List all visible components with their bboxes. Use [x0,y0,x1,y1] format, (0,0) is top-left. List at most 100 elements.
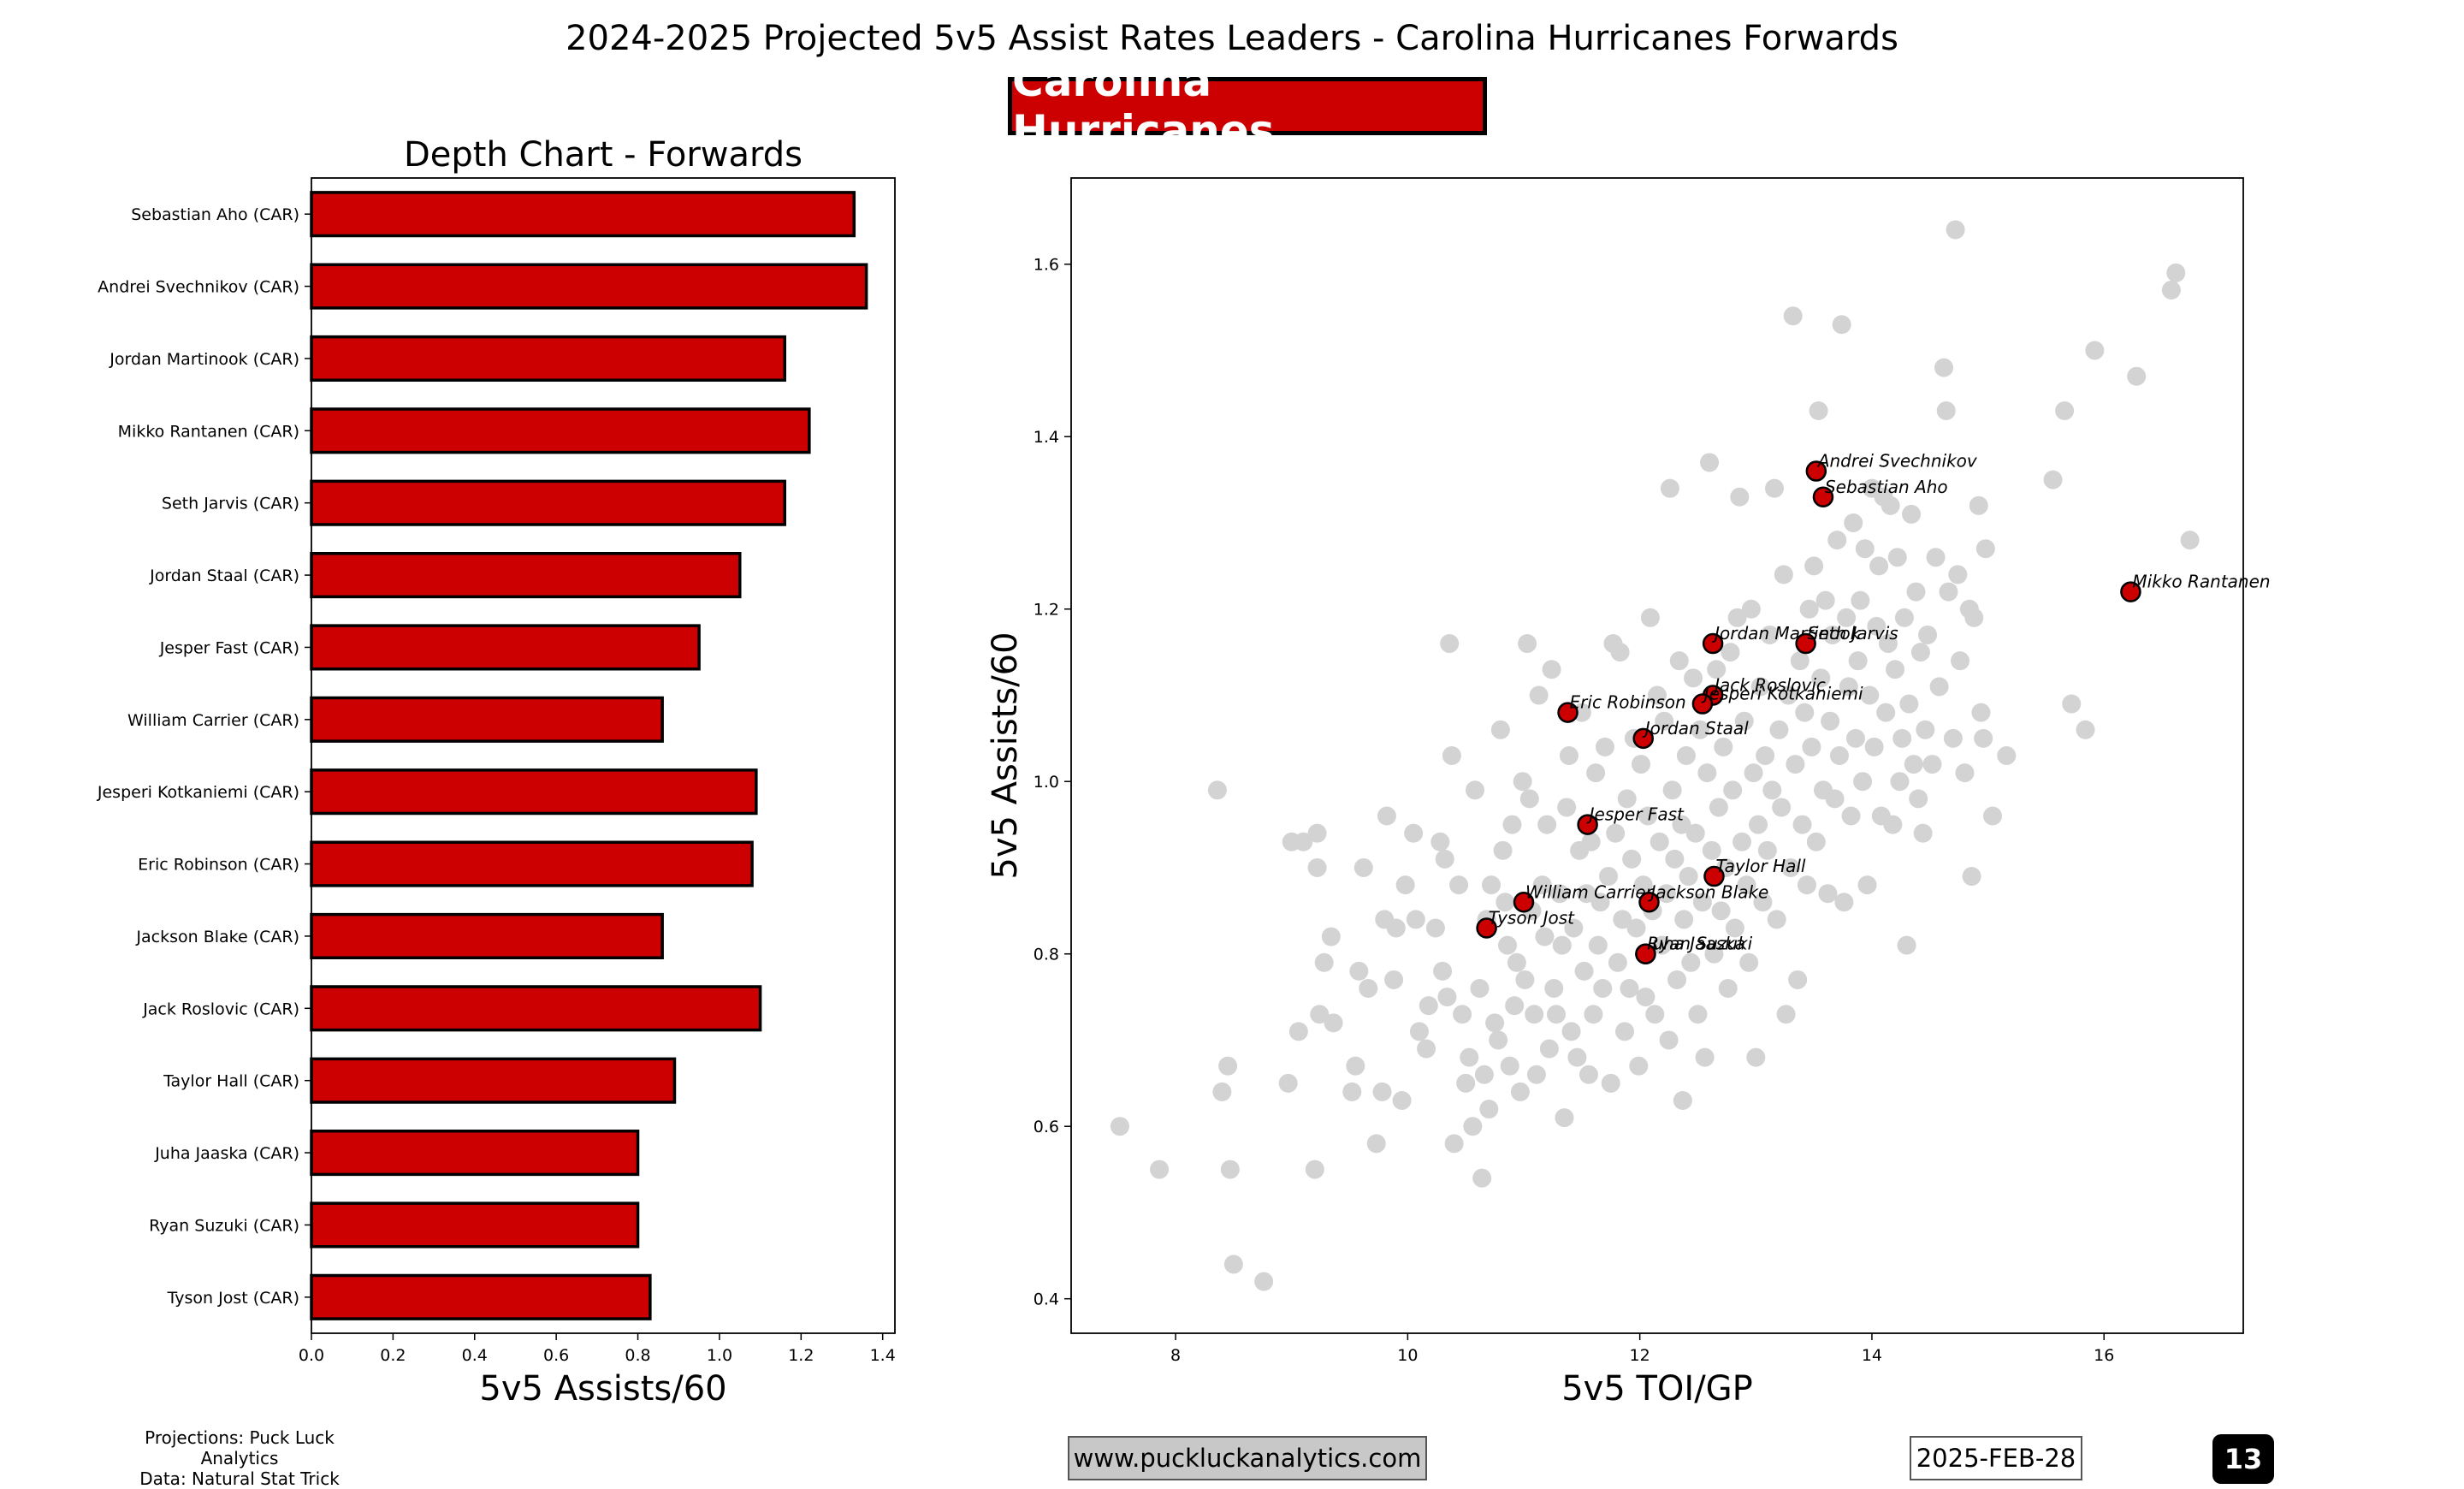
website-label: www.puckluckanalytics.com [1068,1436,1427,1480]
y-tick-label: Tyson Jost (CAR) [167,1289,299,1308]
background-point [1746,1047,1766,1067]
background-point [1626,918,1646,938]
bar [310,624,701,671]
y-tick-label: Jordan Staal (CAR) [149,567,299,585]
bar-x-axis-label: 5v5 Assists/60 [479,1369,726,1409]
background-point [1305,1160,1324,1179]
background-point [1404,823,1424,843]
background-point [1679,867,1698,887]
background-point [2166,263,2186,282]
background-point [1734,711,1754,731]
background-point [1806,832,1826,851]
highlighted-point [1638,892,1660,913]
background-point [1737,875,1756,895]
background-point [1384,970,1404,989]
background-point [1983,806,2003,826]
background-point [1207,780,1227,800]
background-point [2085,341,2105,360]
background-point [1892,728,1912,748]
background-point [1906,582,1926,602]
background-point [1867,616,1886,636]
background-point [1902,504,1922,524]
background-point [1470,979,1490,999]
background-point [1971,703,1991,722]
background-point [1811,668,1831,688]
background-point [1762,780,1782,800]
player-label: Mikko Rantanen [2132,572,2270,592]
background-point [1815,590,1835,610]
x-tick-label: 0.6 [543,1346,569,1365]
background-point [1655,711,1674,731]
background-point [1490,720,1510,739]
background-point [1913,823,1933,843]
background-point [1624,728,1644,748]
background-point [1559,746,1578,765]
background-point [1756,746,1775,765]
background-point [1910,643,1930,662]
player-label: Sebastian Aho [1825,477,1948,497]
background-point [1674,910,1694,929]
bar [310,1201,640,1249]
bar [310,407,811,454]
background-point [1918,625,1938,644]
background-point [1474,1065,1494,1084]
background-point [1577,884,1596,904]
background-point [1718,979,1738,999]
background-point [1827,531,1847,550]
background-point [1862,478,1881,498]
background-point [1860,685,1880,705]
background-point [2055,401,2075,421]
player-label: Ryan Suzuki [1647,934,1752,954]
background-point [1656,884,1676,904]
background-point [1894,608,1914,627]
background-point [1392,1090,1412,1110]
background-point [1848,651,1868,671]
y-tick-label: Jesper Fast (CAR) [159,638,299,657]
x-tick-label: 1.2 [788,1346,814,1365]
background-point [1790,651,1810,671]
background-point [1321,927,1341,946]
background-point [1643,901,1662,921]
background-point [1359,979,1378,999]
background-point [1588,935,1608,955]
background-point [1964,608,1984,627]
background-point [1783,306,1803,326]
background-point [1821,711,1840,731]
player-label: William Carrier [1525,881,1655,902]
x-tick-label: 1.4 [870,1346,896,1365]
background-point [1212,1082,1232,1101]
y-tick-label: Jesperi Kotkaniemi (CAR) [97,783,299,802]
background-point [1802,737,1821,756]
background-point [1572,703,1591,722]
highlighted-point [1635,943,1656,964]
highlighted-point [1632,727,1654,750]
background-point [1716,857,1736,877]
background-point [1788,970,1808,989]
background-point [1839,677,1858,697]
background-point [1622,849,1642,869]
background-point [1772,798,1792,817]
background-point [1792,815,1812,834]
bar [310,696,664,743]
background-point [1804,556,1824,576]
background-point [1460,1047,1479,1067]
background-point [1324,1013,1343,1033]
background-point [1757,840,1777,860]
background-point [1430,832,1450,851]
background-point [1659,1030,1679,1050]
x-tick-label: 16 [2094,1346,2114,1365]
background-point [1652,935,1672,955]
highlighted-point [1476,917,1497,939]
team-badge: Carolina Hurricanes [1008,56,1487,156]
background-point [1532,875,1552,895]
background-point [1638,806,1658,826]
background-point [1453,1005,1472,1024]
background-point [1799,599,1819,619]
background-point [1845,728,1865,748]
y-tick-label: Jack Roslovic (CAR) [142,1000,299,1018]
x-tick-label: 0.2 [380,1346,406,1365]
background-point [1435,849,1454,869]
background-point [1636,988,1656,1007]
background-point [1667,970,1687,989]
background-point [1897,935,1916,955]
